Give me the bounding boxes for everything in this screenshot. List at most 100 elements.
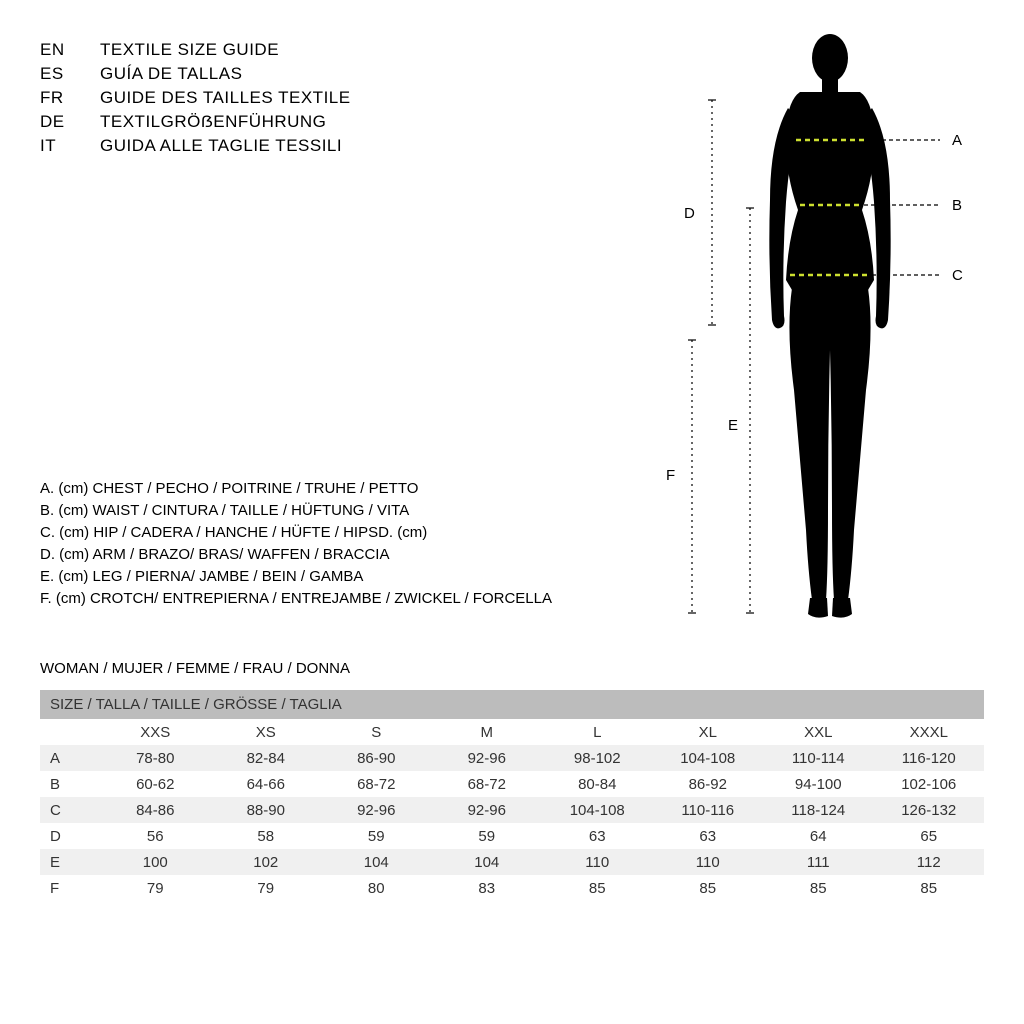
- cell: 63: [653, 828, 764, 845]
- cell: 116-120: [874, 750, 985, 767]
- measure-row: F. (cm) CROTCH/ ENTREPIERNA / ENTREJAMBE…: [40, 590, 552, 607]
- row-label: C: [40, 802, 100, 819]
- cell: 68-72: [432, 776, 543, 793]
- table-row: D 56 58 59 59 63 63 64 65: [40, 823, 984, 849]
- title-row: DE TEXTILGRÖẞENFÜHRUNG: [40, 112, 351, 132]
- measurements-legend: A. (cm) CHEST / PECHO / POITRINE / TRUHE…: [40, 480, 552, 612]
- label-a: A: [952, 132, 962, 149]
- size-col: M: [432, 724, 543, 741]
- row-label: E: [40, 854, 100, 871]
- title-row: ES GUÍA DE TALLAS: [40, 64, 351, 84]
- label-b: B: [952, 197, 962, 214]
- table-row: F 79 79 80 83 85 85 85 85: [40, 875, 984, 901]
- size-col: XS: [211, 724, 322, 741]
- table-row: E 100 102 104 104 110 110 111 112: [40, 849, 984, 875]
- cell: 84-86: [100, 802, 211, 819]
- size-col: XXXL: [874, 724, 985, 741]
- cell: 102: [211, 854, 322, 871]
- cell: 110-114: [763, 750, 874, 767]
- cell: 104-108: [542, 802, 653, 819]
- cell: 79: [100, 880, 211, 897]
- title-lang: EN: [40, 40, 100, 60]
- table-row: A 78-80 82-84 86-90 92-96 98-102 104-108…: [40, 745, 984, 771]
- size-col: L: [542, 724, 653, 741]
- cell: 111: [763, 854, 874, 871]
- title-text: TEXTILE SIZE GUIDE: [100, 40, 279, 60]
- label-d: D: [684, 205, 695, 222]
- cell: 94-100: [763, 776, 874, 793]
- label-f: F: [666, 467, 675, 484]
- table-row: B 60-62 64-66 68-72 68-72 80-84 86-92 94…: [40, 771, 984, 797]
- measure-row: C. (cm) HIP / CADERA / HANCHE / HÜFTE / …: [40, 524, 552, 541]
- cell: 85: [763, 880, 874, 897]
- silhouette-icon: [769, 34, 890, 618]
- size-table: SIZE / TALLA / TAILLE / GRÖSSE / TAGLIA …: [40, 690, 984, 901]
- cell: 82-84: [211, 750, 322, 767]
- cell: 86-90: [321, 750, 432, 767]
- cell: 58: [211, 828, 322, 845]
- label-e: E: [728, 417, 738, 434]
- cell: 59: [321, 828, 432, 845]
- cell: 92-96: [432, 750, 543, 767]
- size-header-row: XXS XS S M L XL XXL XXXL: [40, 719, 984, 745]
- title-lang: IT: [40, 136, 100, 156]
- cell: 104: [432, 854, 543, 871]
- measure-row: B. (cm) WAIST / CINTURA / TAILLE / HÜFTU…: [40, 502, 552, 519]
- title-text: GUÍA DE TALLAS: [100, 64, 242, 84]
- cell: 56: [100, 828, 211, 845]
- cell: 83: [432, 880, 543, 897]
- cell: 65: [874, 828, 985, 845]
- title-row: EN TEXTILE SIZE GUIDE: [40, 40, 351, 60]
- cell: 92-96: [321, 802, 432, 819]
- size-col: XXS: [100, 724, 211, 741]
- title-lang: ES: [40, 64, 100, 84]
- row-label: F: [40, 880, 100, 897]
- size-col: XL: [653, 724, 764, 741]
- measure-row: E. (cm) LEG / PIERNA/ JAMBE / BEIN / GAM…: [40, 568, 552, 585]
- cell: 64-66: [211, 776, 322, 793]
- label-c: C: [952, 267, 963, 284]
- cell: 85: [874, 880, 985, 897]
- cell: 110: [653, 854, 764, 871]
- cell: 78-80: [100, 750, 211, 767]
- title-text: GUIDE DES TAILLES TEXTILE: [100, 88, 351, 108]
- cell: 110: [542, 854, 653, 871]
- title-lang: DE: [40, 112, 100, 132]
- cell: 112: [874, 854, 985, 871]
- cell: 60-62: [100, 776, 211, 793]
- row-label: A: [40, 750, 100, 767]
- cell: 100: [100, 854, 211, 871]
- title-lang: FR: [40, 88, 100, 108]
- cell: 68-72: [321, 776, 432, 793]
- cell: 80: [321, 880, 432, 897]
- cell: 92-96: [432, 802, 543, 819]
- cell: 59: [432, 828, 543, 845]
- title-text: TEXTILGRÖẞENFÜHRUNG: [100, 112, 326, 132]
- cell: 104-108: [653, 750, 764, 767]
- measure-row: A. (cm) CHEST / PECHO / POITRINE / TRUHE…: [40, 480, 552, 497]
- cell: 80-84: [542, 776, 653, 793]
- title-row: IT GUIDA ALLE TAGLIE TESSILI: [40, 136, 351, 156]
- title-block: EN TEXTILE SIZE GUIDE ES GUÍA DE TALLAS …: [40, 40, 351, 160]
- title-row: FR GUIDE DES TAILLES TEXTILE: [40, 88, 351, 108]
- cell: 85: [542, 880, 653, 897]
- row-label: B: [40, 776, 100, 793]
- measure-row: D. (cm) ARM / BRAZO/ BRAS/ WAFFEN / BRAC…: [40, 546, 552, 563]
- cell: 64: [763, 828, 874, 845]
- table-row: C 84-86 88-90 92-96 92-96 104-108 110-11…: [40, 797, 984, 823]
- cell: 104: [321, 854, 432, 871]
- cell: 118-124: [763, 802, 874, 819]
- cell: 126-132: [874, 802, 985, 819]
- title-text: GUIDA ALLE TAGLIE TESSILI: [100, 136, 342, 156]
- size-col: XXL: [763, 724, 874, 741]
- cell: 85: [653, 880, 764, 897]
- cell: 110-116: [653, 802, 764, 819]
- cell: 86-92: [653, 776, 764, 793]
- size-col: S: [321, 724, 432, 741]
- row-label: D: [40, 828, 100, 845]
- table-header: SIZE / TALLA / TAILLE / GRÖSSE / TAGLIA: [40, 690, 984, 719]
- category-label: WOMAN / MUJER / FEMME / FRAU / DONNA: [40, 660, 350, 677]
- cell: 79: [211, 880, 322, 897]
- cell: 88-90: [211, 802, 322, 819]
- cell: 63: [542, 828, 653, 845]
